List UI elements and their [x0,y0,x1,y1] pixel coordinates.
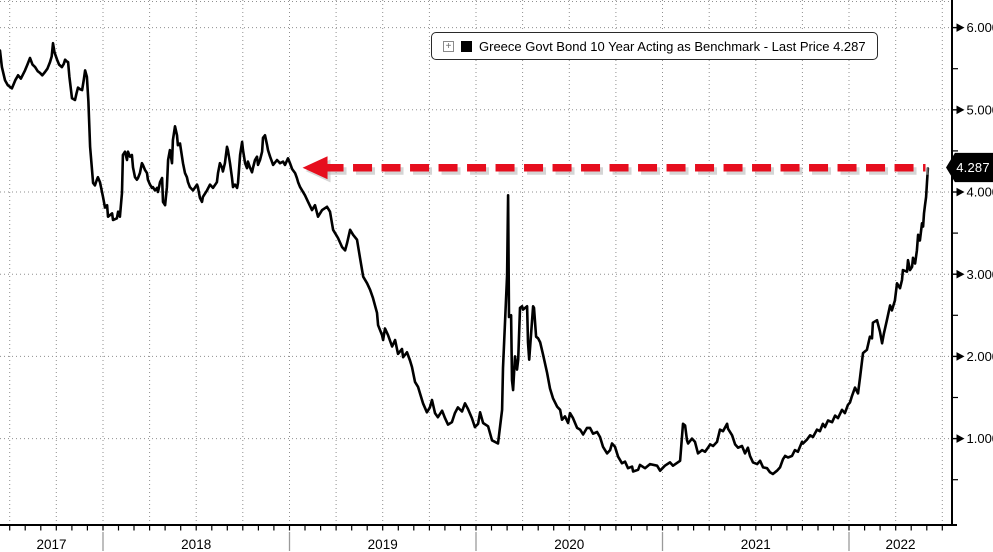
y-axis-label: 1.000 [967,431,993,446]
x-axis-year-label: 2022 [885,537,915,552]
series-price-line [0,41,930,476]
legend[interactable]: + Greece Govt Bond 10 Year Acting as Ben… [431,32,878,60]
legend-expand-icon[interactable]: + [443,40,454,52]
legend-series-label: Greece Govt Bond 10 Year Acting as Bench… [479,38,866,54]
trend-arrowhead-icon [302,156,328,180]
y-axis-label: 3.000 [967,267,993,282]
y-axis-tick-arrow-icon [956,187,965,197]
x-axis-year-label: 2021 [741,537,771,552]
y-axis-label: 6.000 [967,20,993,35]
x-axis-year-label: 2019 [368,537,398,552]
last-price-tag: 4.287 [946,152,993,183]
y-axis-tick-arrow-icon [956,434,965,443]
x-axis-year-label: 2018 [181,537,211,552]
y-axis-tick-arrow-icon [956,23,965,32]
y-axis-label: 2.000 [967,349,993,364]
last-price-value: 4.287 [956,160,990,175]
y-axis-label: 4.000 [967,185,993,200]
x-axis-year-label: 2020 [554,537,584,552]
y-axis-tick-arrow-icon [956,269,965,279]
legend-series-swatch-icon [461,40,472,52]
x-axis-year-label: 2017 [36,537,66,552]
y-axis-tick-arrow-icon [956,352,965,361]
y-axis-tick-arrow-icon [956,105,965,115]
y-axis-label: 5.000 [967,102,993,117]
